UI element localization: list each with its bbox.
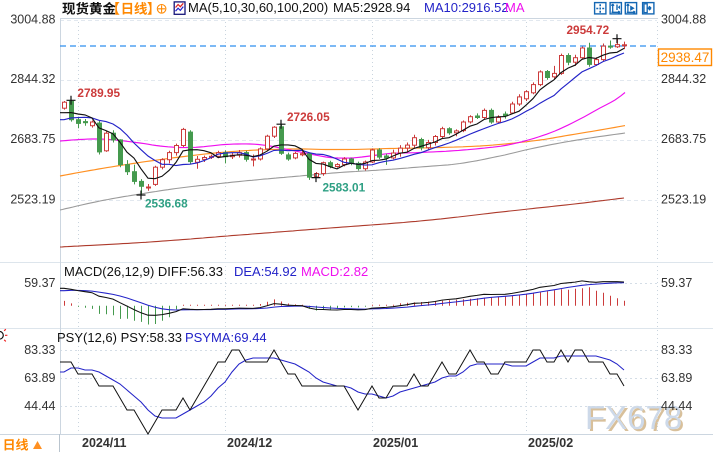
- svg-text:FX678: FX678: [585, 399, 682, 436]
- svg-text:2536.68: 2536.68: [145, 197, 188, 211]
- svg-text:2025/01: 2025/01: [373, 436, 418, 450]
- svg-text:2025/02: 2025/02: [528, 436, 573, 450]
- svg-text:59.37: 59.37: [661, 276, 692, 290]
- svg-text:2938.47: 2938.47: [661, 50, 710, 65]
- svg-text:59.37: 59.37: [24, 276, 55, 290]
- svg-text:2789.95: 2789.95: [77, 86, 120, 100]
- svg-text:2683.75: 2683.75: [10, 132, 55, 146]
- svg-text:2024/11: 2024/11: [82, 436, 127, 450]
- svg-text:PSY(12,6) PSY:58.33: PSY(12,6) PSY:58.33: [57, 330, 182, 345]
- svg-text:44.44: 44.44: [24, 399, 55, 413]
- svg-text:2844.32: 2844.32: [10, 72, 55, 86]
- svg-text:2523.19: 2523.19: [661, 193, 706, 207]
- svg-text:MACD:2.82: MACD:2.82: [301, 264, 368, 279]
- svg-text:83.33: 83.33: [24, 343, 55, 357]
- svg-text:2683.75: 2683.75: [661, 132, 706, 146]
- svg-text:63.89: 63.89: [24, 371, 55, 385]
- svg-text:2523.19: 2523.19: [10, 193, 55, 207]
- svg-text:63.89: 63.89: [661, 371, 692, 385]
- svg-text:2954.72: 2954.72: [567, 23, 610, 37]
- svg-text:3004.88: 3004.88: [661, 13, 706, 27]
- svg-text:MA5:2928.94: MA5:2928.94: [333, 0, 410, 15]
- svg-text:3004.88: 3004.88: [10, 13, 55, 27]
- svg-text:2726.05: 2726.05: [287, 110, 330, 124]
- svg-text:DEA:54.92: DEA:54.92: [234, 264, 297, 279]
- svg-text:83.33: 83.33: [661, 343, 692, 357]
- svg-text:PSYMA:69.44: PSYMA:69.44: [185, 330, 267, 345]
- svg-text:MA: MA: [505, 0, 525, 15]
- svg-text:2844.32: 2844.32: [661, 72, 706, 86]
- svg-text:MACD(26,12,9) DIFF:56.33: MACD(26,12,9) DIFF:56.33: [64, 264, 223, 279]
- svg-text:MA10:2916.52: MA10:2916.52: [424, 0, 509, 15]
- svg-text:FX678: FX678: [587, 401, 684, 438]
- svg-text:MA(5,10,30,60,100,200): MA(5,10,30,60,100,200): [188, 0, 328, 15]
- svg-text:2024/12: 2024/12: [227, 436, 272, 450]
- svg-text:2583.01: 2583.01: [323, 181, 366, 195]
- svg-text:44.44: 44.44: [661, 399, 692, 413]
